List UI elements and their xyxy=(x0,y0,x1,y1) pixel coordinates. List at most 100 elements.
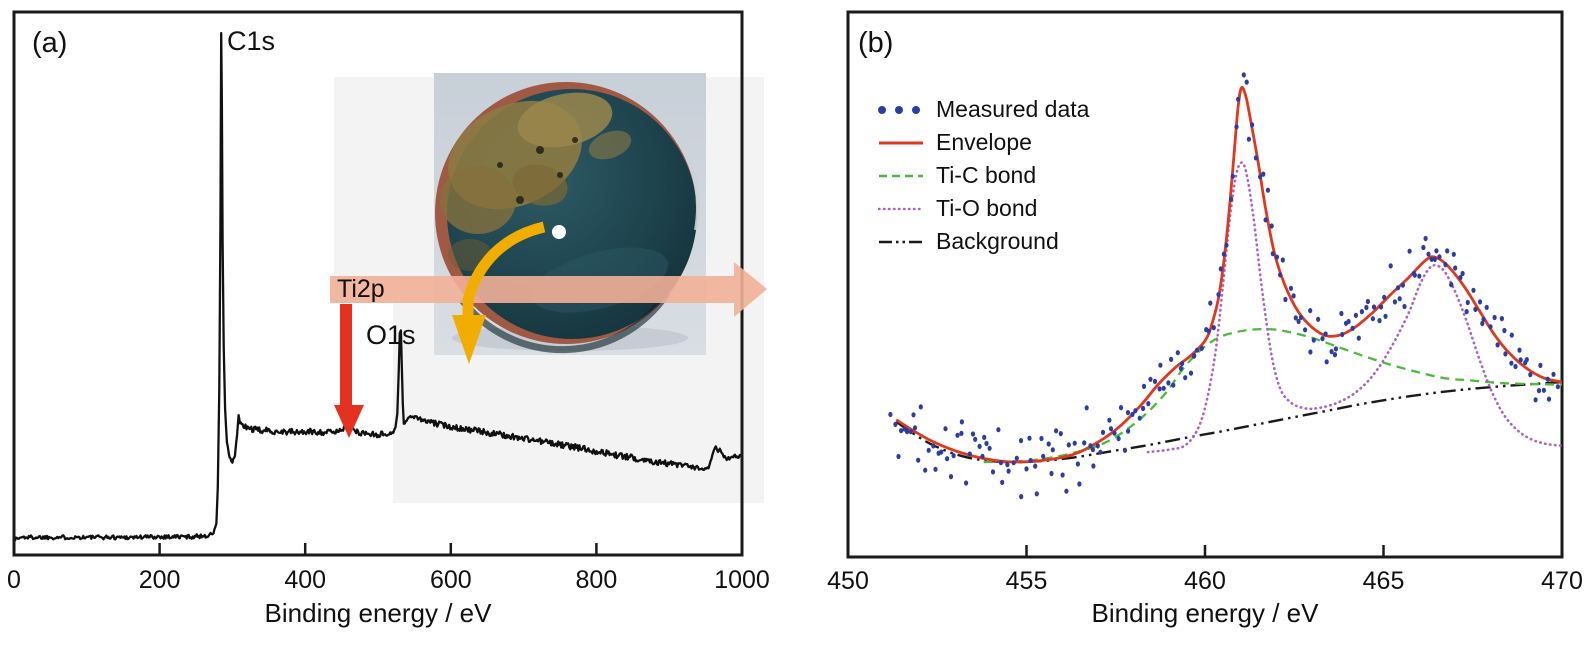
measured-data-point xyxy=(1244,79,1249,85)
measured-data-point xyxy=(1370,316,1375,322)
measured-data-point xyxy=(939,449,944,455)
measured-data-point xyxy=(1112,430,1117,436)
measured-data-point xyxy=(1192,353,1197,359)
measured-data-point xyxy=(1283,296,1288,303)
measured-data-point xyxy=(1528,372,1533,378)
legend-label-background: Background xyxy=(936,228,1059,254)
measured-data-point xyxy=(1429,256,1434,262)
measured-data-point xyxy=(1166,380,1171,386)
measured-data-point xyxy=(1320,336,1325,342)
measured-data-point xyxy=(1169,356,1174,362)
x-axis-b: 450 455 460 465 470 xyxy=(827,545,1583,595)
measured-data-point xyxy=(1194,347,1200,353)
measured-data-point xyxy=(959,419,964,425)
measured-data-point xyxy=(1407,248,1412,254)
measured-data-point xyxy=(1278,272,1283,278)
tic-curve xyxy=(983,327,1563,464)
measured-data-point xyxy=(1332,352,1338,358)
x-tick-label: 800 xyxy=(576,566,618,594)
measured-data-point xyxy=(1481,316,1486,322)
measured-data-point xyxy=(1054,428,1059,434)
measured-data-point xyxy=(1458,275,1463,281)
panel-a-label: (a) xyxy=(32,27,67,59)
measured-data-point xyxy=(1432,256,1437,262)
measured-data-point xyxy=(1130,411,1135,418)
measured-data-point xyxy=(1006,468,1011,474)
measured-data-point xyxy=(1171,382,1176,388)
measured-data-point xyxy=(1064,488,1069,494)
measured-data-point xyxy=(1208,300,1213,306)
measured-data-point xyxy=(1509,332,1514,338)
measured-data-point xyxy=(1509,360,1514,366)
measured-data-point xyxy=(943,426,948,432)
measured-data-point xyxy=(1125,410,1131,416)
measured-data-point xyxy=(1371,304,1377,310)
measured-data-point xyxy=(1218,266,1223,272)
measured-data-point xyxy=(982,434,987,440)
measured-data-point xyxy=(1148,376,1153,382)
measured-data-point xyxy=(1460,270,1465,277)
x-tick-label: 465 xyxy=(1363,567,1405,595)
panel-b: (b) 450 455 460 465 470 Binding energy / eV xyxy=(827,10,1583,628)
measured-data-point xyxy=(1524,357,1529,363)
legend-label-envelope: Envelope xyxy=(936,129,1032,155)
panel-b-label: (b) xyxy=(858,27,893,59)
measured-data-point xyxy=(1090,447,1095,453)
measured-data-point xyxy=(1495,342,1500,348)
measured-data-point xyxy=(899,428,904,434)
measured-data-point xyxy=(1019,494,1024,500)
survey-spectrum-curve xyxy=(13,31,743,542)
measured-data-point xyxy=(1041,453,1046,459)
measured-data-point xyxy=(1388,263,1393,269)
measured-data-point xyxy=(888,411,893,418)
measured-data-point xyxy=(1503,351,1508,357)
ti2p-label: Ti2p xyxy=(337,275,385,303)
measured-data-point xyxy=(1188,370,1194,376)
disc-rim-highlight xyxy=(653,110,700,231)
x-axis-title-b: Binding energy / eV xyxy=(1092,598,1320,628)
measured-data-point xyxy=(1379,304,1384,310)
measured-data-point xyxy=(1324,359,1329,365)
measured-data-point xyxy=(1296,318,1301,325)
measured-data-point xyxy=(1039,435,1044,442)
measured-data-point xyxy=(1161,385,1166,391)
measured-data-point xyxy=(1400,282,1405,288)
legend-marker-measured-dots xyxy=(878,105,926,114)
measured-data-point xyxy=(905,429,910,435)
measured-data-point xyxy=(1471,287,1476,293)
measured-data-point xyxy=(1288,285,1294,291)
measured-data-point xyxy=(1122,447,1128,453)
measured-data-point xyxy=(1423,235,1428,242)
measured-data-point xyxy=(1236,96,1241,102)
measured-data-point xyxy=(1066,442,1071,448)
legend-label-tio: Ti-O bond xyxy=(936,195,1038,221)
measured-data-point xyxy=(911,412,916,418)
measured-data-point xyxy=(1250,122,1255,128)
measured-dot-icon xyxy=(878,105,886,114)
measured-dot-icon xyxy=(895,105,903,114)
measured-data-point xyxy=(1329,349,1334,355)
measured-data-point xyxy=(908,429,913,435)
measured-data-point xyxy=(1060,472,1065,478)
x-tick-label: 470 xyxy=(1541,567,1583,595)
measured-data-point xyxy=(923,467,928,473)
measured-data-point xyxy=(1402,303,1407,310)
x-tick-label: 450 xyxy=(827,567,869,595)
measured-data-point xyxy=(1133,408,1138,414)
legend-label-tic: Ti-C bond xyxy=(936,162,1037,188)
measured-data-point xyxy=(1350,325,1355,331)
x-tick-label: 460 xyxy=(1184,567,1226,595)
x-tick-label: 455 xyxy=(1006,567,1048,595)
measured-data-point xyxy=(1502,327,1507,334)
measured-data-point xyxy=(1011,460,1016,466)
measured-data-point xyxy=(1316,316,1321,322)
measured-data-point xyxy=(1488,324,1493,330)
measured-data-point xyxy=(1258,174,1263,180)
measured-data-point xyxy=(1146,401,1151,407)
measured-data-point xyxy=(1230,173,1235,179)
measured-data-point xyxy=(1050,447,1055,453)
measured-data-point xyxy=(1098,449,1103,455)
measured-data-point xyxy=(973,436,978,442)
measured-data-point xyxy=(1224,242,1229,248)
measured-data-point xyxy=(1028,457,1033,464)
